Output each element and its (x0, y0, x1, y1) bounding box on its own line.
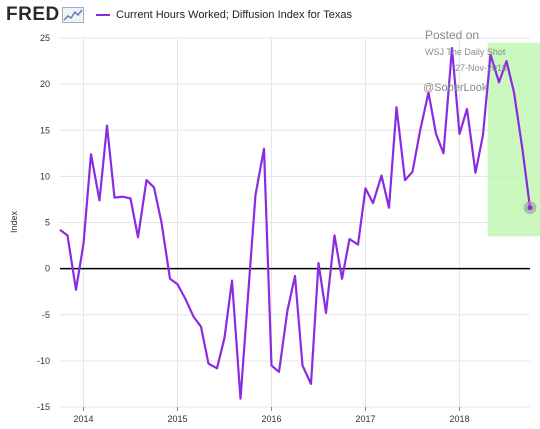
chart-legend: Current Hours Worked; Diffusion Index fo… (96, 9, 352, 21)
y-tick-label: 25 (40, 33, 50, 43)
x-axis-ticks: 2014 2015 2016 2017 2018 (73, 407, 470, 424)
x-tick-label: 2014 (73, 414, 93, 424)
y-axis-ticks: 25 20 15 10 5 0 -5 -10 -15 (37, 33, 50, 412)
series-group (59, 46, 537, 400)
legend-label: Current Hours Worked; Diffusion Index fo… (116, 9, 352, 21)
y-tick-label: 0 (45, 264, 50, 274)
y-tick-label: -5 (42, 310, 50, 320)
y-tick-label: -10 (37, 356, 50, 366)
watermark-line-4: @SoberLook (423, 82, 488, 94)
last-point-marker (527, 205, 533, 211)
watermark-line-1: Posted on (425, 28, 479, 42)
watermark-line-3: 27-Nov-2018 (455, 63, 507, 73)
fred-logo[interactable]: FRED (6, 4, 84, 26)
x-tick-label: 2018 (449, 414, 469, 424)
series-line (59, 46, 532, 400)
fred-chart-icon (61, 7, 84, 23)
x-tick-label: 2016 (261, 414, 281, 424)
fred-logo-text: FRED (6, 4, 60, 25)
watermark-line-2: WSJ The Daily Shot (425, 47, 506, 57)
x-tick-label: 2015 (167, 414, 187, 424)
y-tick-label: -15 (37, 402, 50, 412)
y-tick-label: 5 (45, 218, 50, 228)
x-tick-label: 2017 (355, 414, 375, 424)
y-tick-label: 20 (40, 79, 50, 89)
legend-swatch (96, 14, 110, 16)
y-tick-label: 10 (40, 171, 50, 181)
y-axis-label: Index (9, 210, 19, 233)
y-tick-label: 15 (40, 125, 50, 135)
